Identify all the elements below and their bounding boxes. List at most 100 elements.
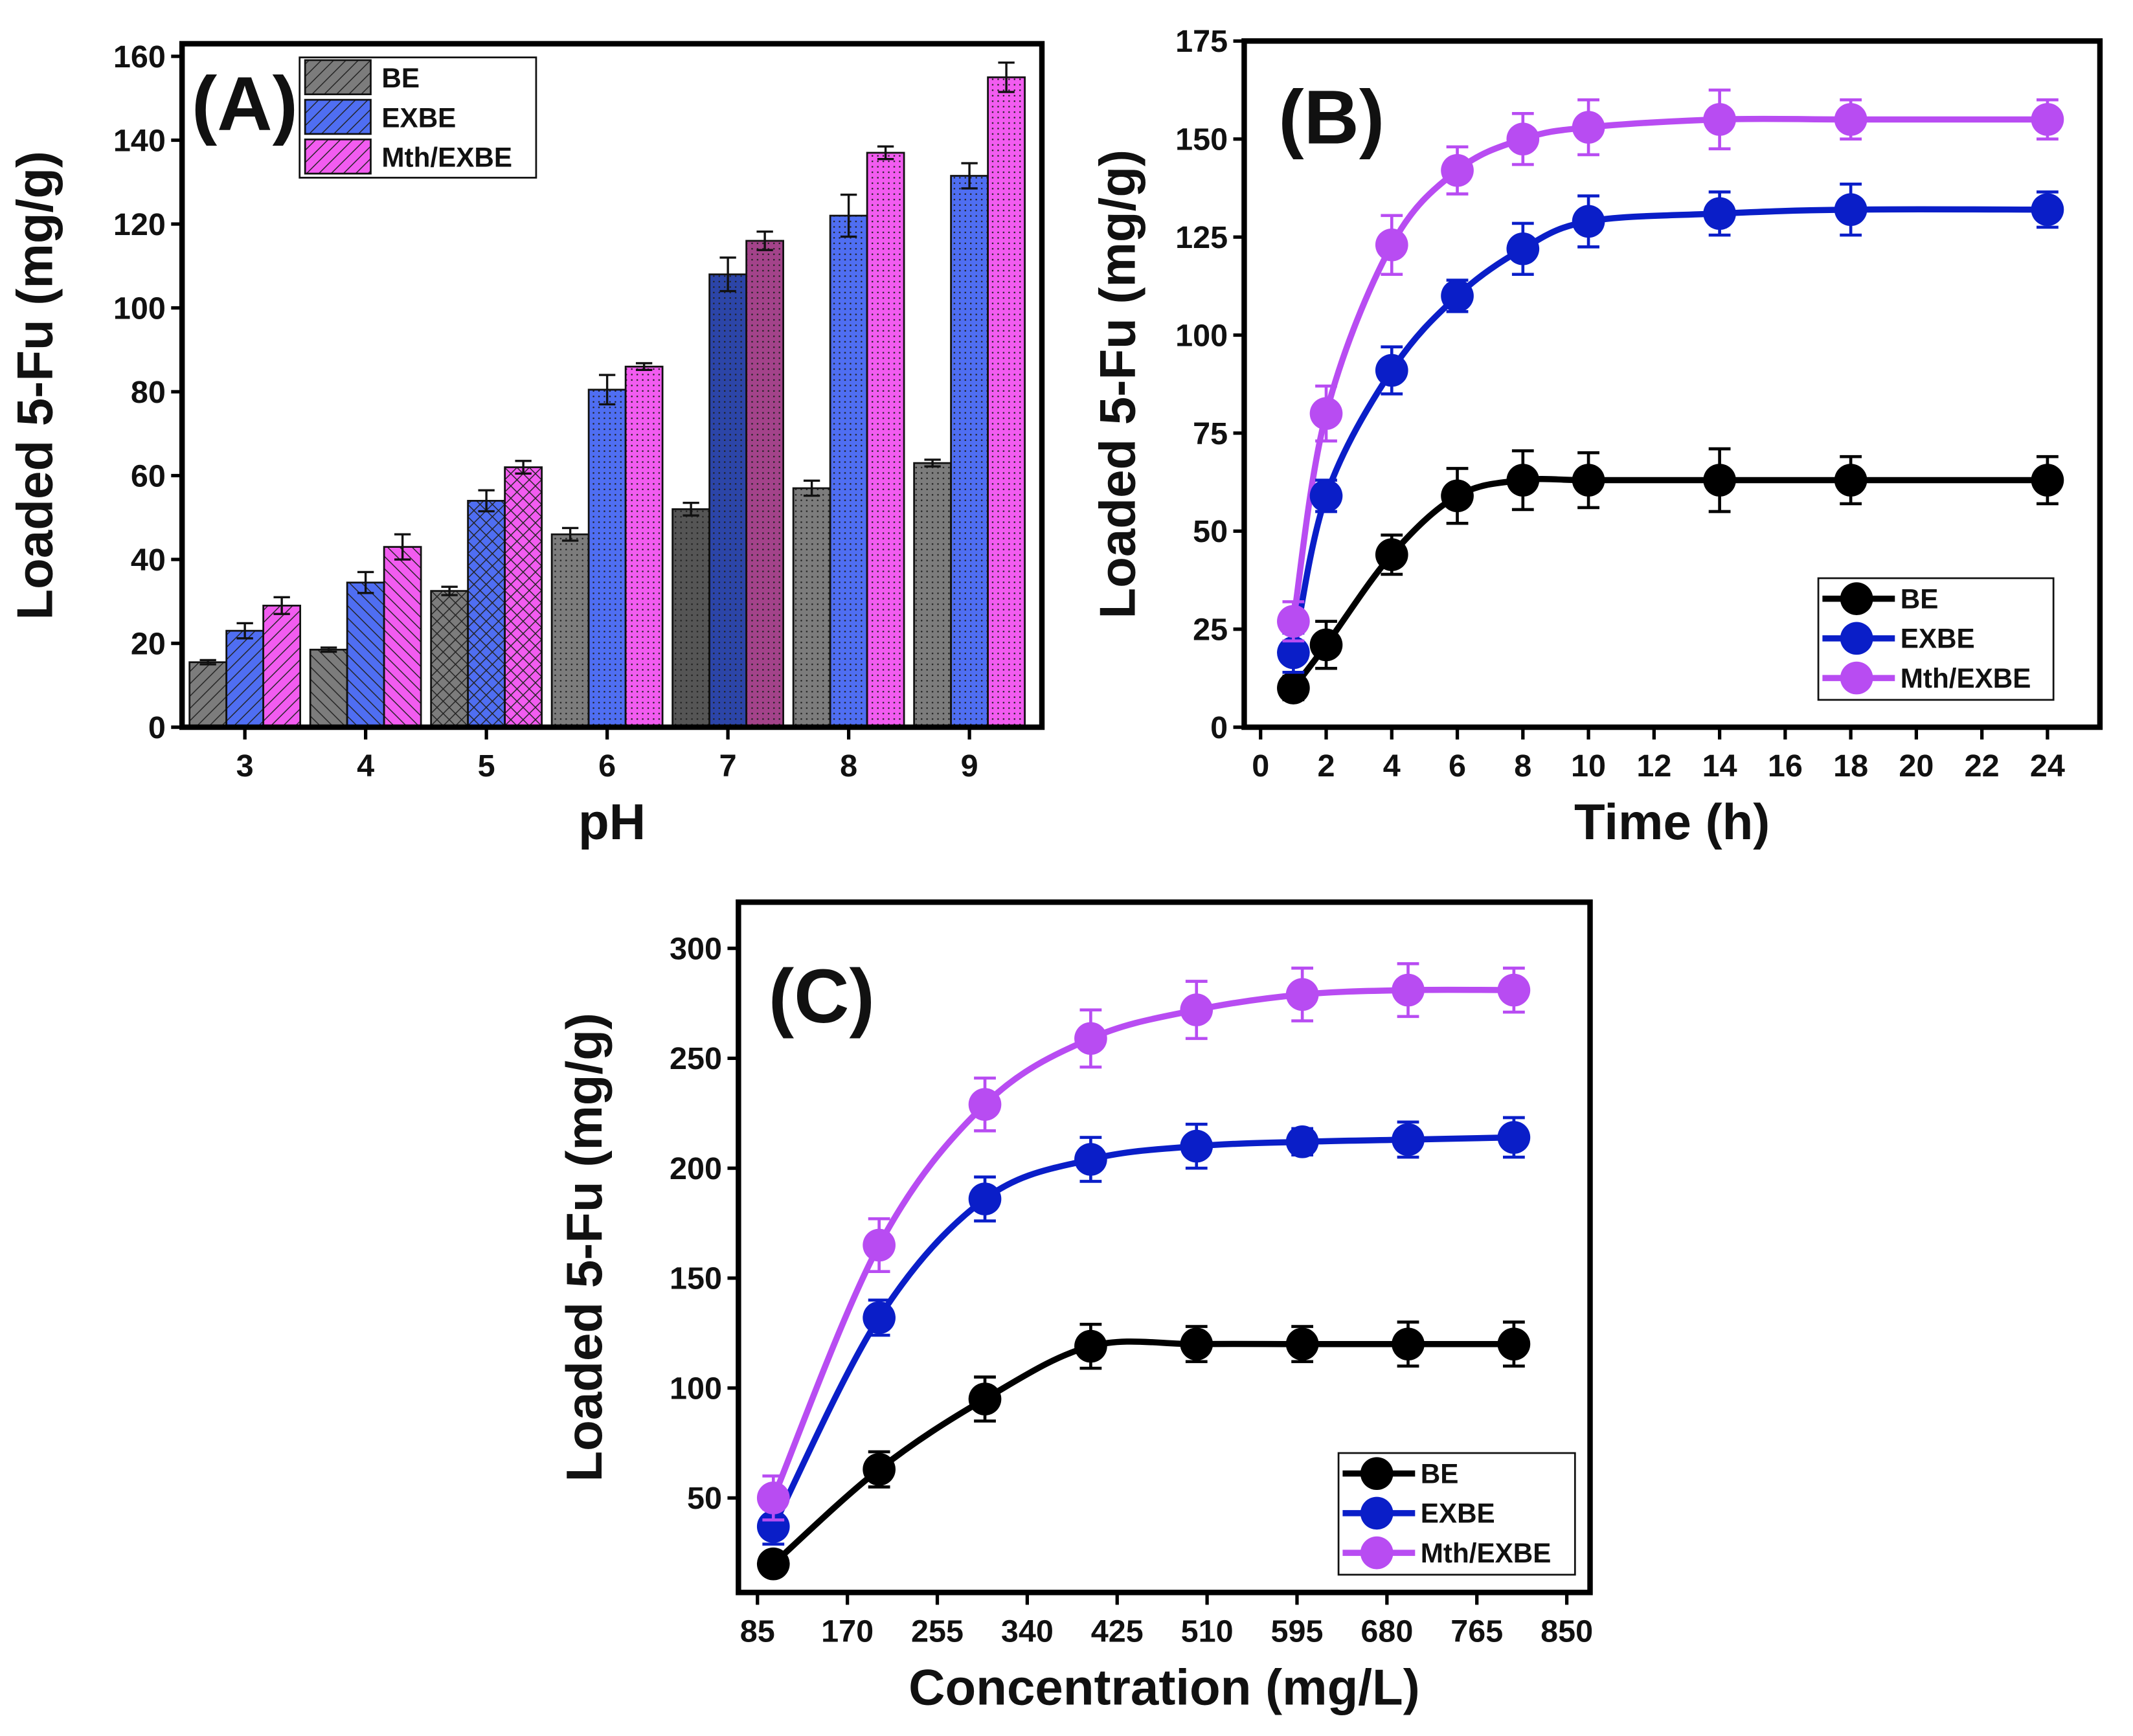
- data-point-be: [1375, 538, 1408, 571]
- error-bar: [515, 460, 532, 475]
- data-point-exbe: [1572, 205, 1605, 238]
- data-point-be: [1834, 464, 1868, 497]
- legend-label: EXBE: [1421, 1498, 1495, 1529]
- bar-be-ph3: [188, 661, 228, 728]
- data-point-exbe: [1497, 1121, 1531, 1154]
- x-tick-label: 6: [598, 749, 616, 783]
- legend: BE EXBE Mth/EXBE: [1337, 1452, 1576, 1576]
- legend-label: BE: [381, 63, 420, 93]
- error-bar: [840, 193, 857, 238]
- data-point-mth-exbe: [1703, 103, 1736, 136]
- plot-frame: [736, 899, 1593, 1595]
- x-tick-label: 425: [1091, 1614, 1144, 1649]
- bar-mth-exbe-ph6: [624, 365, 664, 728]
- legend: BE EXBE Mth/EXBE: [1817, 577, 2055, 701]
- legend-swatch: [304, 98, 372, 135]
- y-tick-label: 100: [1175, 318, 1228, 353]
- x-tick-label: 18: [1833, 749, 1868, 783]
- legend-marker: [1360, 1536, 1394, 1570]
- data-point-mth-exbe: [863, 1228, 896, 1262]
- data-point-be: [1277, 671, 1310, 705]
- data-point-be: [1180, 1327, 1213, 1361]
- bar-exbe-ph9: [950, 175, 989, 728]
- bar-be-ph9: [913, 462, 952, 728]
- y-tick-label: 140: [113, 123, 166, 158]
- y-tick-label: 25: [1193, 613, 1228, 648]
- data-point-be: [756, 1547, 790, 1581]
- bar-exbe-ph5: [467, 500, 506, 728]
- x-tick-label: 22: [1965, 749, 2000, 783]
- x-tick-label: 170: [821, 1614, 874, 1649]
- data-point-mth-exbe: [1309, 397, 1343, 430]
- x-axis-title: Time (h): [1574, 793, 1770, 850]
- legend-swatch: [304, 138, 372, 175]
- data-point-mth-exbe: [1277, 605, 1310, 638]
- legend-label: Mth/EXBE: [1901, 663, 2031, 693]
- data-point-exbe: [1392, 1123, 1425, 1156]
- x-tick-label: 595: [1270, 1614, 1323, 1649]
- data-point-mth-exbe: [1441, 153, 1474, 187]
- legend-label: Mth/EXBE: [381, 142, 512, 173]
- data-point-exbe: [1180, 1129, 1213, 1163]
- data-point-exbe: [1506, 232, 1540, 265]
- y-axis-title: Loaded 5-Fu (mg/g): [556, 1013, 613, 1482]
- data-point-mth-exbe: [1506, 122, 1540, 156]
- x-axis-title: Concentration (mg/L): [909, 1658, 1420, 1715]
- x-tick-label: 16: [1768, 749, 1803, 783]
- error-bar: [199, 659, 216, 666]
- data-point-mth-exbe: [1285, 978, 1319, 1011]
- error-bar: [756, 230, 773, 251]
- data-point-exbe: [1834, 193, 1868, 227]
- legend-marker: [1840, 582, 1873, 615]
- legend-label: EXBE: [1901, 624, 1975, 654]
- x-tick-label: 765: [1450, 1614, 1503, 1649]
- x-tick-label: 6: [1449, 749, 1466, 783]
- error-bar: [561, 526, 579, 542]
- legend-marker: [1360, 1457, 1394, 1491]
- x-tick-label: 24: [2030, 749, 2065, 783]
- error-bar: [236, 622, 253, 640]
- x-axis-title: pH: [578, 793, 646, 850]
- legend-marker: [1360, 1496, 1394, 1530]
- data-point-exbe: [1375, 354, 1408, 387]
- error-bar: [924, 458, 941, 468]
- data-point-be: [1309, 628, 1343, 662]
- legend-marker: [1840, 661, 1873, 695]
- y-axis-title: Loaded 5-Fu (mg/g): [6, 151, 63, 620]
- data-point-exbe: [1277, 636, 1310, 670]
- y-tick-label: 300: [670, 931, 722, 966]
- legend: BE EXBE Mth/EXBE: [299, 56, 537, 179]
- error-bar: [719, 256, 736, 293]
- bar-mth-exbe-ph5: [504, 466, 543, 728]
- x-tick-label: 850: [1541, 1614, 1593, 1649]
- bar-be-ph5: [430, 590, 469, 728]
- data-point-mth-exbe: [2031, 103, 2064, 136]
- panel-label: (A): [192, 62, 298, 147]
- data-point-be: [863, 1452, 896, 1486]
- data-point-exbe: [1074, 1143, 1107, 1176]
- y-tick-label: 75: [1193, 416, 1228, 451]
- legend-label: Mth/EXBE: [1421, 1538, 1552, 1568]
- data-point-mth-exbe: [756, 1482, 790, 1515]
- bar-be-ph7: [672, 508, 710, 728]
- x-tick-label: 10: [1571, 749, 1606, 783]
- panel-c: 50 100 150 200 250 300 85 170 255 340 425 510 595 680…: [556, 899, 1593, 1715]
- y-tick-label: 150: [670, 1261, 722, 1296]
- plot-frame: [1241, 38, 2103, 730]
- bar-mth-exbe-ph4: [383, 546, 422, 728]
- data-point-mth-exbe: [1834, 103, 1868, 136]
- y-tick-label: 160: [113, 39, 166, 74]
- x-tick-label: 2: [1318, 749, 1335, 783]
- plot-frame: [179, 41, 1045, 730]
- data-point-exbe: [2031, 193, 2064, 227]
- x-tick-label: 12: [1636, 749, 1671, 783]
- data-point-exbe: [1703, 197, 1736, 231]
- y-tick-label: 200: [670, 1151, 722, 1186]
- bar-be-ph4: [309, 648, 348, 728]
- legend-label: BE: [1421, 1458, 1459, 1489]
- x-tick-label: 680: [1360, 1614, 1413, 1649]
- panel-label: (C): [769, 954, 875, 1039]
- legend-label: BE: [1901, 583, 1939, 614]
- y-tick-label: 0: [148, 710, 166, 745]
- error-bar: [998, 62, 1015, 93]
